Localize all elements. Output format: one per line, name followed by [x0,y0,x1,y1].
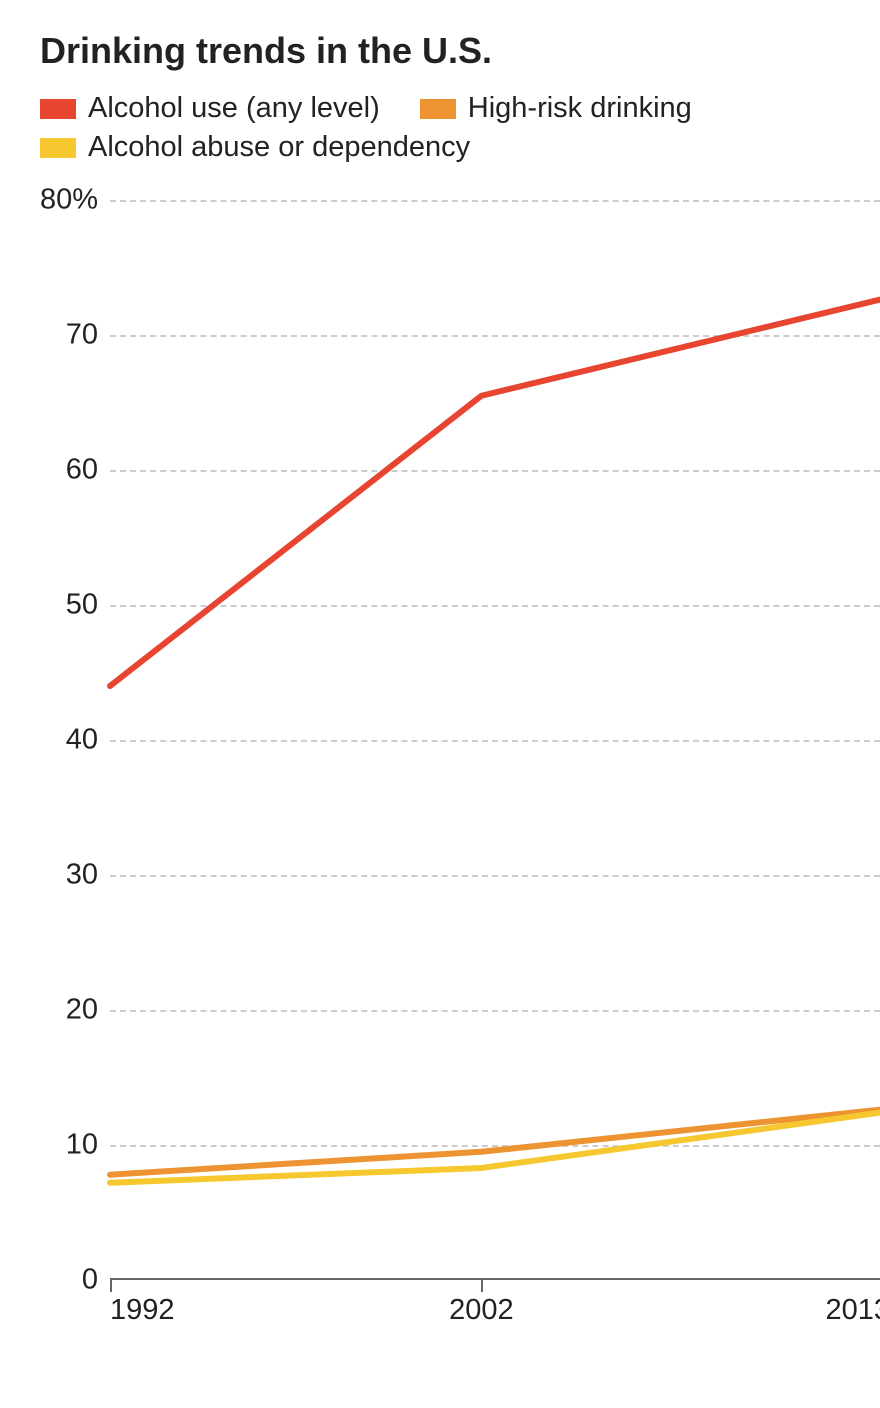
x-tick-label: 1992 [110,1294,175,1327]
chart-title: Drinking trends in the U.S. [40,30,840,72]
legend-item: Alcohol use (any level) [40,92,380,125]
legend-item: Alcohol abuse or dependency [40,131,470,164]
y-tick-label: 30 [66,859,98,892]
x-tick-label: 2002 [449,1294,514,1327]
y-tick-label: 50 [66,589,98,622]
legend-label: High-risk drinking [468,92,692,125]
y-tick-label: 20 [66,994,98,1027]
legend-item: High-risk drinking [420,92,692,125]
chart-lines [110,200,880,1280]
legend-label: Alcohol use (any level) [88,92,380,125]
x-tick-label: 2013 [825,1294,880,1327]
legend-swatch [40,99,76,119]
plot-area: 01020304050607080%199220022013 [110,200,880,1280]
y-tick-label: 40 [66,724,98,757]
y-tick-label: 80% [40,184,98,217]
y-tick-label: 70 [66,319,98,352]
y-tick-label: 10 [66,1129,98,1162]
series-line [110,297,880,686]
y-tick-label: 0 [82,1264,98,1297]
legend-label: Alcohol abuse or dependency [88,131,470,164]
x-tick [481,1280,483,1292]
x-tick [110,1280,112,1292]
legend-swatch [420,99,456,119]
legend: Alcohol use (any level) High-risk drinki… [40,92,840,170]
chart-container: Drinking trends in the U.S. Alcohol use … [0,0,880,1408]
legend-swatch [40,138,76,158]
y-tick-label: 60 [66,454,98,487]
